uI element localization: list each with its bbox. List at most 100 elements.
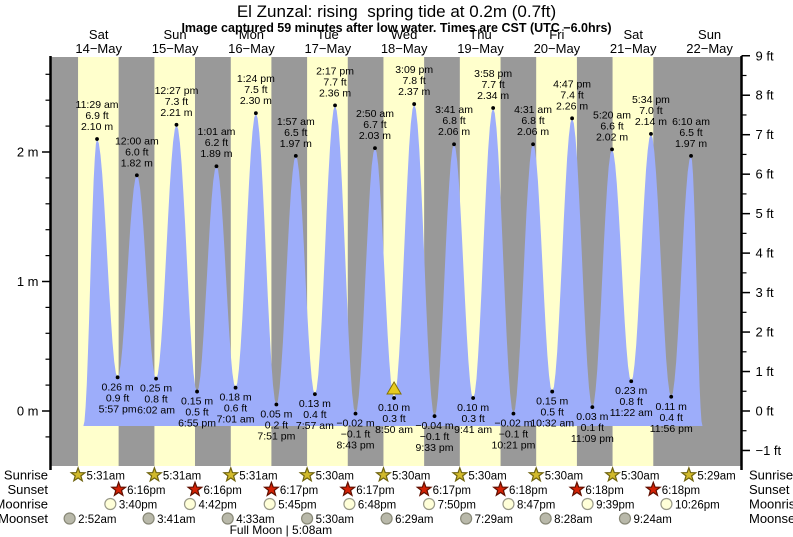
tide-extreme-dot (95, 137, 99, 141)
tide-extreme-dot (154, 376, 158, 381)
tide-extreme-dot (134, 173, 139, 178)
day-label-weekday: Tue (317, 27, 339, 42)
high-tide-annotation: 6.5 ft (284, 127, 307, 139)
high-tide-annotation: 2.10 m (81, 121, 113, 133)
low-tide-annotation: 0.15 m (536, 396, 568, 408)
moonrise-time: 10:26pm (675, 500, 720, 512)
low-tide-annotation: −0.1 ft (341, 429, 371, 441)
tide-extreme-dot (392, 396, 396, 400)
high-tide-annotation: 2.06 m (438, 126, 470, 138)
moonrise-icon (502, 497, 515, 511)
low-tide-annotation: 0.5 ft (185, 407, 208, 419)
tide-extreme-dot (373, 146, 377, 151)
day-label-date: 20−May (534, 41, 581, 56)
high-tide-annotation: 12:27 pm (155, 85, 199, 97)
sunrise-icon (222, 466, 240, 483)
sunrise-time: 5:30am (468, 471, 506, 483)
row-label-moonset-left: Moonset (0, 511, 48, 526)
moonset-icon (221, 512, 234, 525)
day-label-weekday: Thu (469, 27, 491, 42)
high-tide-annotation: 2.21 m (160, 107, 192, 119)
moonset-time: 8:28am (554, 514, 592, 526)
moonrise-time: 8:47pm (517, 500, 555, 512)
low-tide-annotation: 8:43 pm (337, 440, 375, 452)
tide-extreme-dot (214, 164, 219, 169)
tide-extreme-dot (432, 414, 437, 419)
high-tide-annotation: 2:17 pm (316, 65, 354, 77)
high-tide-annotation: 2.30 m (240, 95, 272, 107)
tide-extreme-dot (452, 142, 456, 147)
high-tide-annotation: 2.26 m (556, 100, 588, 112)
low-tide-annotation: 7:51 pm (257, 431, 295, 443)
moonset-time: 9:24am (633, 514, 671, 526)
high-tide-annotation: 1.97 m (675, 138, 707, 150)
low-tide-annotation: 0.6 ft (224, 403, 247, 415)
high-tide-annotation: 1.82 m (121, 157, 153, 169)
sunrise-time: 5:30am (621, 471, 659, 483)
low-tide-annotation: 9:41 am (454, 424, 492, 436)
low-tide-annotation: −0.02 m (336, 418, 374, 430)
tide-extreme-dot (195, 389, 199, 394)
moonset-time: 2:52am (78, 514, 116, 526)
tide-extreme-dot (412, 102, 417, 106)
moonset-time: 3:41am (157, 514, 195, 526)
low-tide-annotation: 6:55 pm (178, 418, 216, 430)
sunset-time: 6:17pm (280, 485, 318, 497)
high-tide-annotation: 2.36 m (319, 87, 351, 99)
moonrise-icon (660, 497, 673, 511)
tide-extreme-dot (353, 411, 358, 416)
day-label-weekday: Sun (698, 27, 721, 42)
high-tide-annotation: 6.6 ft (600, 120, 623, 132)
row-label-moonrise-left: Moonrise (0, 497, 48, 512)
day-label-date: 15−May (152, 41, 199, 56)
high-tide-annotation: 5:20 am (593, 109, 631, 121)
right-axis-label: −1 ft (756, 443, 782, 458)
moonrise-icon (343, 497, 356, 511)
moonset-icon (539, 512, 552, 525)
day-label-date: 16−May (228, 41, 275, 56)
high-tide-annotation: 2.02 m (596, 131, 628, 143)
sunset-time: 6:16pm (127, 485, 165, 497)
sunrise-time: 5:31am (163, 471, 201, 483)
moonset-time: 4:33am (236, 514, 274, 526)
moonrise-icon (104, 497, 117, 511)
right-axis-label: 8 ft (756, 88, 774, 103)
low-tide-annotation: 0.11 m (656, 401, 688, 413)
low-tide-annotation: 7:01 am (217, 414, 255, 426)
sunset-time: 6:17pm (433, 485, 471, 497)
day-label-date: 18−May (381, 41, 428, 56)
tide-extreme-dot (233, 385, 238, 390)
low-tide-annotation: 0.18 m (220, 392, 252, 404)
high-tide-annotation: 6.0 ft (125, 146, 148, 158)
row-label-sunset-left: Sunset (8, 482, 49, 497)
tide-extreme-dot (689, 153, 693, 158)
moonrise-icon (183, 497, 197, 511)
sunrise-time: 5:29am (697, 471, 735, 483)
left-axis-label: 1 m (17, 274, 39, 289)
sunrise-icon (527, 466, 545, 483)
day-label-date: 19−May (457, 41, 504, 56)
low-tide-annotation: 6:02 am (137, 405, 175, 417)
low-tide-annotation: 0.3 ft (461, 413, 484, 425)
moonset-time: 7:29am (475, 514, 513, 526)
low-tide-annotation: 0.25 m (140, 383, 172, 395)
low-tide-annotation: 0.3 ft (382, 413, 405, 425)
tide-extreme-dot (610, 147, 614, 152)
high-tide-annotation: 6.7 ft (363, 119, 386, 131)
moonrise-icon (581, 497, 594, 511)
low-tide-annotation: 0.8 ft (620, 396, 643, 408)
moonrise-time: 3:40pm (119, 500, 157, 512)
moon-phase-note: Full Moon | 5:08am (230, 523, 333, 537)
right-axis-label: 3 ft (756, 285, 774, 300)
moonrise-icon (422, 497, 436, 511)
right-axis-label: 2 ft (756, 325, 774, 340)
sunrise-time: 5:30am (392, 471, 430, 483)
high-tide-annotation: 11:29 am (76, 99, 119, 111)
high-tide-annotation: 3:09 pm (395, 64, 433, 76)
tide-extreme-dot (491, 106, 496, 110)
right-axis-label: 4 ft (756, 246, 774, 261)
sunrise-time: 5:31am (87, 471, 125, 483)
day-label-date: 22−May (686, 41, 733, 56)
high-tide-annotation: 1:01 am (197, 126, 235, 138)
